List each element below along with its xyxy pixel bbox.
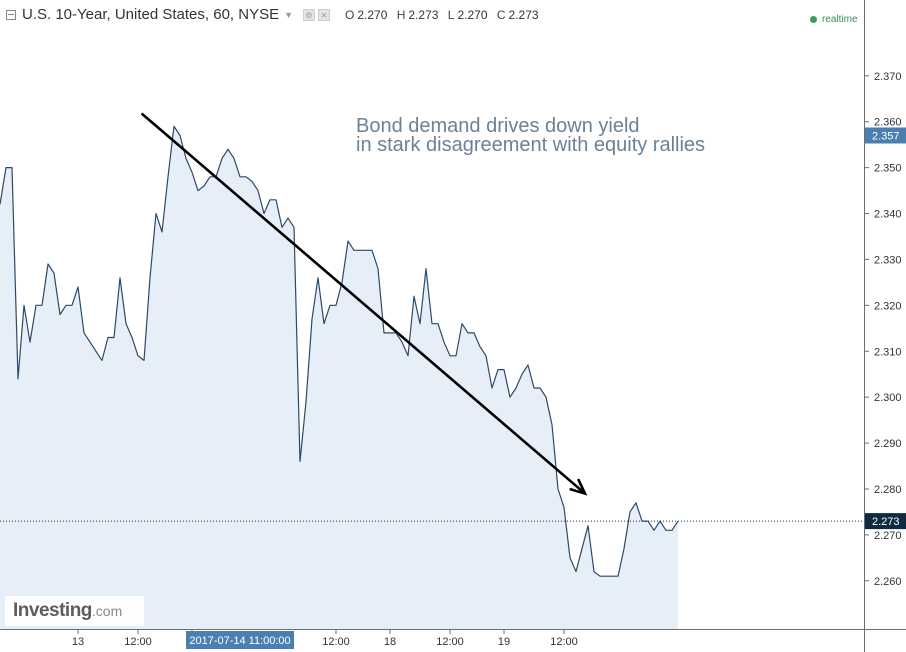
logo-brand: Investing <box>13 600 92 621</box>
annotation-line-2: in stark disagreement with equity rallie… <box>356 134 705 156</box>
ohlc-open-value: 2.270 <box>357 8 388 22</box>
x-tick-label: 12:00 <box>124 636 152 648</box>
settings-icon[interactable]: ⚙ <box>303 9 316 21</box>
ohlc-close-key: C <box>496 8 506 22</box>
y-tick-label: 2.270 <box>874 530 902 542</box>
y-tick-label: 2.280 <box>874 484 902 496</box>
realtime-label: realtime <box>822 14 858 25</box>
x-tick-label: 13 <box>72 636 84 648</box>
series-line <box>0 125 679 577</box>
series-area <box>0 126 678 630</box>
y-tick-label: 2.290 <box>874 438 902 450</box>
y-tick-label: 2.310 <box>874 346 902 358</box>
ohlc-close-value: 2.273 <box>508 8 539 22</box>
y-tick-label: 2.330 <box>874 254 902 266</box>
y-tick-label: 2.370 <box>874 71 902 83</box>
x-tick-label: 19 <box>498 636 510 648</box>
chart-header: U.S. 10-Year, United States, 60, NYSE ▼ … <box>0 0 864 40</box>
y-tick-label: 2.340 <box>874 209 902 221</box>
remove-icon[interactable]: ✕ <box>318 9 331 21</box>
y-tick-label: 2.260 <box>874 576 902 588</box>
price-label-current: 2.273 <box>872 516 900 528</box>
price-label-box <box>865 127 906 144</box>
y-tick-label: 2.300 <box>874 392 902 404</box>
trend-arrow-head <box>569 478 588 496</box>
caret-down-icon[interactable]: ▼ <box>284 10 294 20</box>
ohlc-readout: O 2.270 H 2.273 L 2.270 C 2.273 <box>345 8 545 22</box>
realtime-indicator: realtime <box>810 14 858 25</box>
ohlc-high-value: 2.273 <box>408 8 439 22</box>
annotation: Bond demand drives down yield in stark d… <box>356 115 705 156</box>
y-tick-label: 2.350 <box>874 163 902 175</box>
ohlc-high-key: H <box>396 8 406 22</box>
realtime-dot-icon <box>810 16 817 23</box>
x-tick-label: 12:00 <box>436 636 464 648</box>
y-tick-label: 2.320 <box>874 300 902 312</box>
price-label-box <box>865 513 906 530</box>
crosshair-time-box <box>186 631 294 649</box>
crosshair-time-label: 2017-07-14 11:00:00 <box>189 635 290 647</box>
investing-logo: Investing .com <box>5 596 144 626</box>
x-tick-label: 12:00 <box>322 636 350 648</box>
y-tick-label: 2.360 <box>874 117 902 129</box>
collapse-icon[interactable] <box>6 10 16 20</box>
ohlc-open-key: O <box>345 8 355 22</box>
ohlc-low-key: L <box>447 8 455 22</box>
annotation-line-1: Bond demand drives down yield <box>356 115 640 137</box>
x-tick-label: 18 <box>384 636 396 648</box>
trend-arrow-line <box>140 112 586 495</box>
ohlc-low-value: 2.270 <box>457 8 488 22</box>
price-label-marker: 2.357 <box>872 130 900 142</box>
logo-tld: .com <box>91 603 123 619</box>
x-tick-label: 12:00 <box>550 636 578 648</box>
symbol-title[interactable]: U.S. 10-Year, United States, 60, NYSE <box>22 5 280 23</box>
